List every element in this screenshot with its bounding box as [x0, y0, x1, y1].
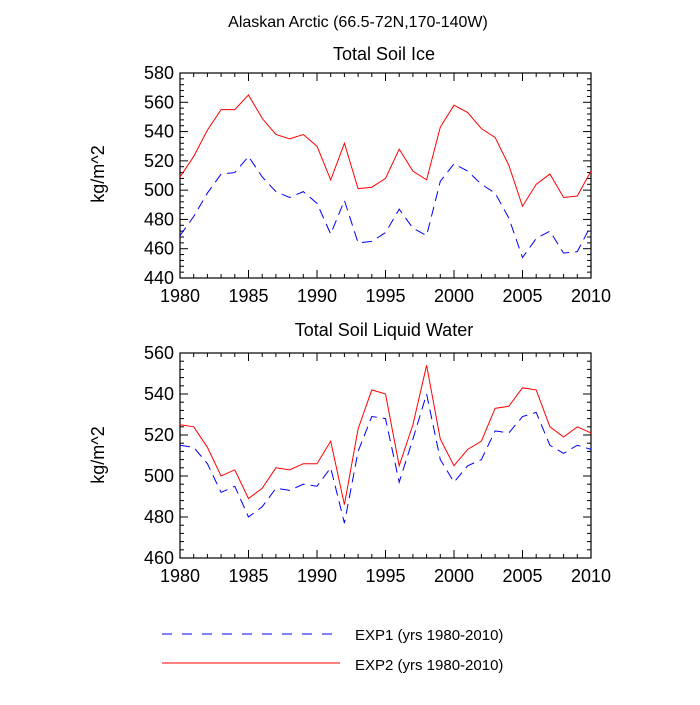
- y-tick-label: 500: [144, 180, 174, 200]
- x-tick-label: 2000: [434, 566, 474, 586]
- legend-label-exp1: EXP1 (yrs 1980-2010): [355, 627, 503, 644]
- x-tick-label: 2000: [434, 286, 474, 306]
- chart-title-soil-ice: Total Soil Ice: [333, 44, 435, 64]
- y-tick-label: 520: [144, 151, 174, 171]
- legend-label-exp2: EXP2 (yrs 1980-2010): [355, 657, 503, 674]
- chart-panel-soil-liquid-water: Total Soil Liquid Water kg/m^2 1980 1985 1…: [88, 320, 611, 586]
- series-line-exp2-soil-liquid-water: [180, 365, 591, 504]
- y-tick-label: 580: [144, 63, 174, 83]
- figure-title: Alaskan Arctic (66.5-72N,170-140W): [228, 14, 488, 31]
- x-tick-label: 1990: [297, 566, 337, 586]
- x-tick-label: 2010: [571, 286, 611, 306]
- y-tick-label: 480: [144, 507, 174, 527]
- series-line-exp2-soil-ice: [180, 95, 591, 206]
- x-tick-label: 2010: [571, 566, 611, 586]
- y-tick-label: 540: [144, 122, 174, 142]
- y-tick-label: 460: [144, 239, 174, 259]
- y-tick-label: 440: [144, 268, 174, 288]
- chart-title-soil-liquid-water: Total Soil Liquid Water: [295, 320, 473, 340]
- x-tick-label: 1990: [297, 286, 337, 306]
- legend: EXP1 (yrs 1980-2010) EXP2 (yrs 1980-2010…: [162, 627, 503, 674]
- x-tick-label: 2005: [502, 566, 542, 586]
- x-tick-label: 1985: [228, 286, 268, 306]
- y-axis-label-soil-ice: kg/m^2: [88, 145, 108, 202]
- x-tick-label: 1980: [160, 566, 200, 586]
- series-line-exp1-soil-liquid-water: [180, 394, 591, 523]
- y-axis-label-soil-liquid-water: kg/m^2: [88, 426, 108, 483]
- series-line-exp1-soil-ice: [180, 156, 591, 257]
- y-tick-label: 540: [144, 384, 174, 404]
- plot-frame-soil-ice: [180, 73, 591, 278]
- y-tick-label: 520: [144, 425, 174, 445]
- chart-panel-soil-ice: Total Soil Ice kg/m^2 1980 1985 1990 1995 20…: [88, 44, 611, 306]
- y-tick-label: 560: [144, 92, 174, 112]
- y-tick-label: 500: [144, 466, 174, 486]
- x-tick-label: 1985: [228, 566, 268, 586]
- y-tick-label: 460: [144, 548, 174, 568]
- y-tick-label: 560: [144, 343, 174, 363]
- plot-frame-soil-liquid-water: [180, 353, 591, 558]
- x-tick-label: 1995: [365, 566, 405, 586]
- x-tick-label: 2005: [502, 286, 542, 306]
- x-tick-label: 1980: [160, 286, 200, 306]
- x-tick-label: 1995: [365, 286, 405, 306]
- y-tick-label: 480: [144, 209, 174, 229]
